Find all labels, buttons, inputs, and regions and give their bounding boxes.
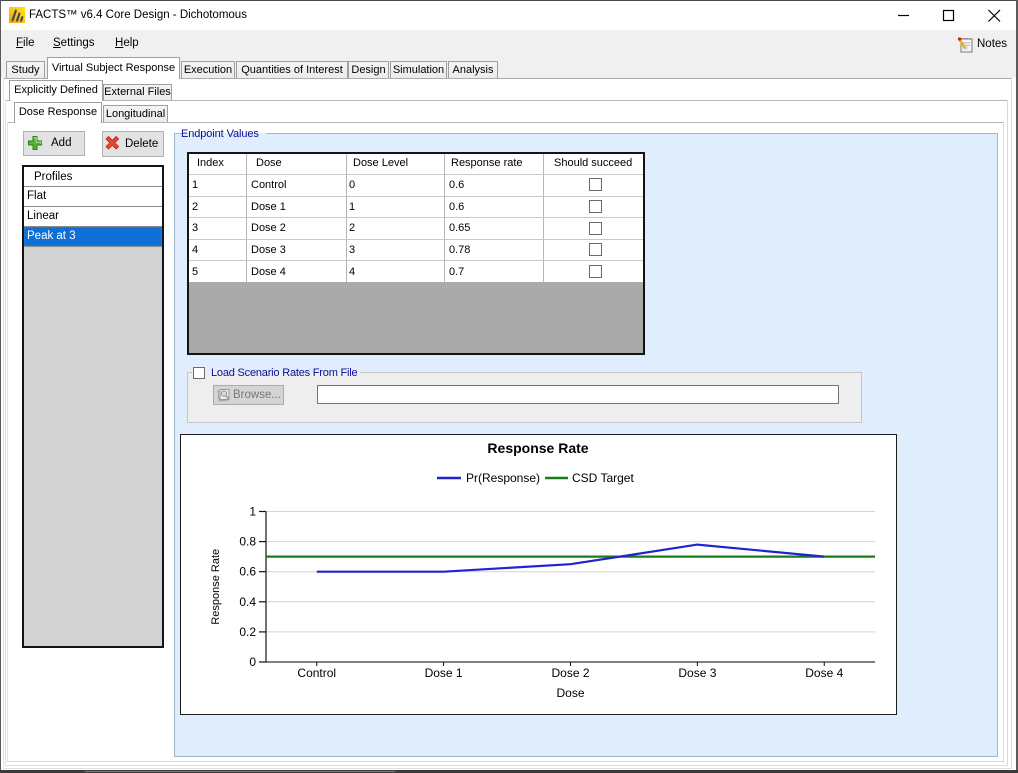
svg-text:Dose: Dose [556, 686, 584, 700]
svg-text:Dose 4: Dose 4 [805, 666, 843, 680]
svg-text:Dose 3: Dose 3 [678, 666, 716, 680]
svg-text:Dose 1: Dose 1 [425, 666, 463, 680]
svg-text:0.2: 0.2 [239, 625, 256, 639]
svg-text:0: 0 [249, 655, 256, 669]
svg-text:0.8: 0.8 [239, 535, 256, 549]
svg-text:Dose 2: Dose 2 [551, 666, 589, 680]
svg-text:Pr(Response): Pr(Response) [466, 471, 540, 485]
svg-text:Control: Control [297, 666, 336, 680]
svg-text:1: 1 [249, 505, 256, 519]
svg-text:0.6: 0.6 [239, 565, 256, 579]
svg-text:Response Rate: Response Rate [210, 549, 222, 625]
svg-text:0.4: 0.4 [239, 595, 256, 609]
svg-text:Response Rate: Response Rate [487, 440, 588, 456]
svg-text:CSD Target: CSD Target [572, 471, 634, 485]
